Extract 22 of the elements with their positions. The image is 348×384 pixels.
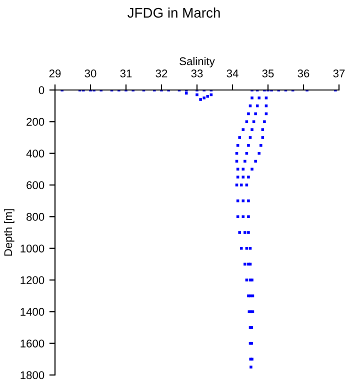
y-tick-label: 1200 xyxy=(20,276,44,284)
y-tick-label: 1800 xyxy=(20,371,44,380)
y-tick-label: 1400 xyxy=(20,308,44,316)
x-tick-label: 36 xyxy=(298,70,310,78)
y-tick-label: 1600 xyxy=(20,340,44,348)
y-axis-title: Depth [m] xyxy=(4,209,14,256)
x-tick-label: 37 xyxy=(333,70,345,78)
x-tick-label: 31 xyxy=(120,70,132,78)
y-tick-label: 0 xyxy=(38,86,44,94)
x-tick-label: 35 xyxy=(262,70,274,78)
x-axis-title: Salinity xyxy=(180,57,215,68)
y-tick-label: 800 xyxy=(26,212,44,221)
x-tick-label: 32 xyxy=(156,70,168,78)
y-tick-label: 400 xyxy=(26,150,44,158)
x-tick-label: 30 xyxy=(84,70,96,78)
y-tick-label: 1000 xyxy=(20,244,44,252)
y-tick-label: 200 xyxy=(26,118,44,126)
chart-title: JFDG in March xyxy=(128,8,220,18)
x-tick-label: 29 xyxy=(49,70,61,78)
x-tick-label: 33 xyxy=(191,70,203,78)
x-tick-label: 34 xyxy=(226,70,238,78)
y-tick-label: 600 xyxy=(26,181,44,190)
